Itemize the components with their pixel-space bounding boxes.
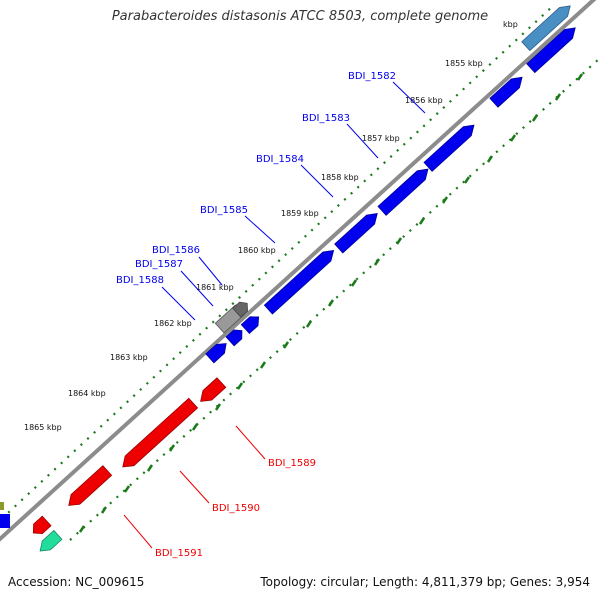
pseudogene-arrow (232, 301, 248, 318)
tick-mark (395, 237, 403, 245)
tick-mark (168, 444, 176, 452)
tick-mark (327, 299, 335, 307)
tick-mark (350, 279, 358, 287)
gene-arrow-forward (423, 124, 475, 172)
tick-track: 1855 kbp 1856 kbp 1857 kbp 1858 kbp 1859 kbp… (0, 3, 600, 541)
tick-label: 1857 kbp (362, 134, 400, 143)
tick-mark (486, 155, 494, 163)
feature-marker (0, 502, 4, 510)
gene-leader-line (180, 270, 214, 307)
tick-mark (191, 423, 199, 431)
outer-tick-line (0, 3, 556, 522)
tick-label: 1865 kbp (24, 423, 62, 432)
tick-mark (236, 382, 244, 390)
gene-leader-line (392, 81, 426, 114)
tick-label: 1860 kbp (238, 246, 276, 255)
gene-leader-line (300, 164, 334, 198)
gene-arrow-reverse (122, 397, 199, 468)
gene-arrow-reverse (200, 377, 227, 402)
gene-label-bdi_1583[interactable]: BDI_1583 (302, 113, 350, 124)
gene-arrow-forward (205, 343, 227, 364)
tick-mark (554, 93, 562, 101)
accession-text: Accession: NC_009615 (8, 575, 145, 589)
gene-arrow-forward (526, 27, 576, 74)
gene-arrow-forward (263, 249, 335, 315)
tick-label: 1862 kbp (154, 319, 192, 328)
tick-label: 1858 kbp (321, 173, 359, 182)
tick-label: 1855 kbp (445, 59, 483, 68)
gene-leader-line (123, 514, 153, 549)
gene-leader-line (346, 123, 379, 159)
gene-arrow-reverse (68, 465, 113, 506)
tick-mark (509, 134, 517, 142)
gene-label-bdi_1586[interactable]: BDI_1586 (152, 245, 200, 256)
genome-backbone (0, 0, 597, 542)
gene-arrow-forward (240, 316, 260, 335)
feature-track (0, 5, 576, 552)
tick-mark (282, 341, 290, 349)
tick-label: 1863 kbp (110, 353, 148, 362)
tick-label: 1859 kbp (281, 209, 319, 218)
tick-mark (100, 506, 108, 514)
tick-mark (531, 114, 539, 122)
gene-leader-line (179, 470, 210, 504)
tick-mark (146, 464, 154, 472)
gene-arrow-forward (377, 168, 429, 216)
tick-mark (214, 403, 222, 411)
map-title: Parabacteroides distasonis ATCC 8503, co… (111, 9, 489, 24)
tick-mark (259, 361, 267, 369)
gene-label-bdi_1591[interactable]: BDI_1591 (155, 548, 203, 559)
tick-mark (78, 525, 86, 533)
genome-summary-text: Topology: circular; Length: 4,811,379 bp… (260, 575, 590, 589)
label-layer: BDI_1582 BDI_1583 BDI_1584 BDI_1585 BDI_1586… (116, 71, 426, 559)
gene-arrow-forward-alt (521, 5, 571, 52)
tick-label-partial: kbp (503, 20, 518, 29)
gene-arrow-forward (225, 329, 243, 347)
tick-mark (418, 217, 426, 225)
tick-mark (576, 73, 584, 81)
gene-label-bdi_1590[interactable]: BDI_1590 (212, 503, 260, 514)
tick-mark (305, 320, 313, 328)
tick-label: 1861 kbp (196, 283, 234, 292)
gene-leader-line (235, 425, 266, 460)
gene-arrow-forward (0, 514, 10, 528)
gene-label-bdi_1582[interactable]: BDI_1582 (348, 71, 396, 82)
rna-gene-arrow (39, 529, 63, 552)
gene-arrow-reverse (32, 515, 52, 535)
tick-mark (373, 258, 381, 266)
gene-arrow-forward (489, 76, 523, 108)
gene-label-bdi_1587[interactable]: BDI_1587 (135, 259, 183, 270)
gene-leader-line (198, 256, 223, 286)
gene-label-bdi_1588[interactable]: BDI_1588 (116, 275, 164, 286)
gene-leader-line (244, 215, 276, 244)
tick-mark (441, 196, 449, 204)
tick-mark (123, 485, 131, 493)
tick-mark (463, 176, 471, 184)
gene-label-bdi_1585[interactable]: BDI_1585 (200, 205, 248, 216)
tick-label: 1856 kbp (405, 96, 443, 105)
gene-label-bdi_1589[interactable]: BDI_1589 (268, 458, 316, 469)
gene-label-bdi_1584[interactable]: BDI_1584 (256, 154, 304, 165)
tick-label: 1864 kbp (68, 389, 106, 398)
gene-leader-line (161, 286, 196, 321)
gene-arrow-forward (334, 213, 378, 254)
